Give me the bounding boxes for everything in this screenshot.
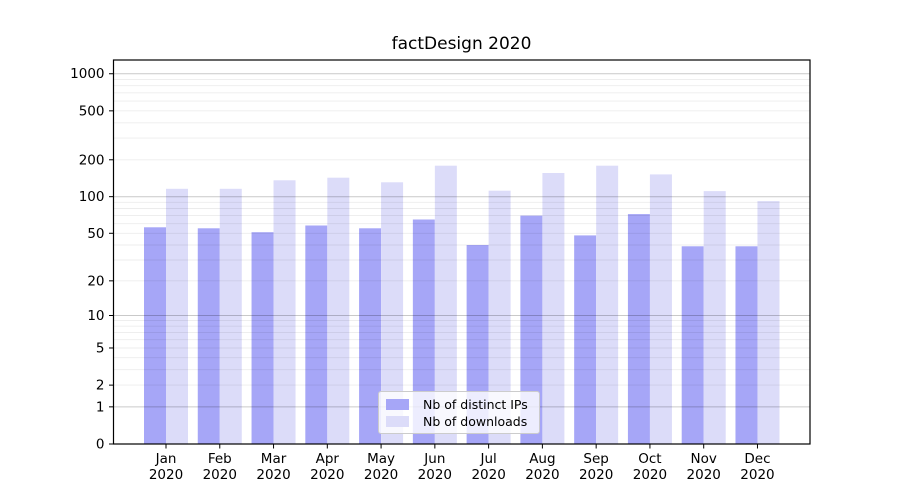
- x-tick-label-year: 2020: [418, 467, 452, 483]
- bar: [434, 165, 457, 444]
- legend-label-downloads: Nb of downloads: [423, 413, 528, 429]
- y-tick-label: 20: [87, 273, 104, 289]
- bar: [596, 165, 619, 444]
- x-tick-label-year: 2020: [687, 467, 721, 483]
- bar: [381, 182, 404, 445]
- x-tick-label-month: Feb: [208, 451, 232, 467]
- x-tick-label-year: 2020: [525, 467, 559, 483]
- x-tick-label-month: Aug: [529, 451, 555, 467]
- x-tick-label-month: Mar: [261, 451, 287, 467]
- x-tick-label-year: 2020: [364, 467, 398, 483]
- bar: [144, 227, 166, 444]
- x-tick-label-month: Jan: [155, 451, 177, 467]
- x-tick-label-month: Apr: [316, 451, 340, 467]
- bar: [681, 246, 704, 444]
- bar: [166, 188, 188, 444]
- bar: [520, 215, 543, 444]
- y-tick-label: 0: [96, 437, 105, 453]
- x-tick-label-month: Sep: [583, 451, 608, 467]
- x-tick-label-month: Jun: [423, 451, 445, 467]
- x-tick-label-month: Dec: [744, 451, 770, 467]
- x-tick-label-year: 2020: [579, 467, 613, 483]
- x-tick-label-month: Nov: [691, 451, 717, 467]
- x-tick-label-year: 2020: [203, 467, 237, 483]
- bar: [703, 191, 726, 444]
- bar: [251, 232, 274, 444]
- bar: [305, 225, 328, 444]
- bar: [412, 219, 435, 444]
- bar: [574, 235, 597, 444]
- y-tick-label: 200: [79, 152, 105, 168]
- x-tick-label-year: 2020: [310, 467, 344, 483]
- bar: [359, 228, 382, 444]
- x-tick-label-year: 2020: [633, 467, 667, 483]
- y-tick-label: 1: [96, 399, 105, 415]
- legend: Nb of distinct IPs Nb of downloads: [378, 391, 540, 434]
- bar: [542, 173, 565, 444]
- bar: [197, 228, 220, 444]
- x-tick-label-month: Oct: [638, 451, 661, 467]
- bar: [649, 174, 672, 444]
- x-tick-label-year: 2020: [471, 467, 505, 483]
- bar: [735, 246, 758, 444]
- y-tick-label: 1000: [70, 66, 104, 82]
- chart-title: factDesign 2020: [391, 34, 532, 54]
- x-tick-label-year: 2020: [149, 467, 183, 483]
- legend-swatch-distinct-ips-icon: [386, 398, 409, 410]
- bar: [273, 180, 296, 445]
- y-tick-label: 500: [79, 103, 105, 119]
- x-tick-label-month: May: [367, 451, 395, 467]
- y-tick-label: 10: [87, 308, 104, 324]
- legend-swatch-downloads-icon: [386, 415, 409, 427]
- bar: [627, 214, 650, 444]
- x-tick-label-month: Jul: [479, 451, 496, 467]
- bar: [219, 188, 242, 444]
- plot-border: [112, 59, 811, 445]
- bar: [327, 177, 350, 444]
- bar: [757, 201, 780, 444]
- legend-entry-distinct-ips: Nb of distinct IPs: [386, 396, 533, 412]
- y-tick-label: 100: [79, 189, 105, 205]
- y-tick-label: 5: [96, 341, 105, 357]
- y-tick-label: 2: [96, 378, 105, 394]
- legend-entry-downloads: Nb of downloads: [386, 413, 533, 429]
- y-tick-label: 50: [87, 226, 104, 242]
- x-tick-label-year: 2020: [256, 467, 290, 483]
- legend-label-distinct-ips: Nb of distinct IPs: [423, 396, 528, 412]
- bar: [488, 190, 511, 444]
- x-tick-label-year: 2020: [740, 467, 774, 483]
